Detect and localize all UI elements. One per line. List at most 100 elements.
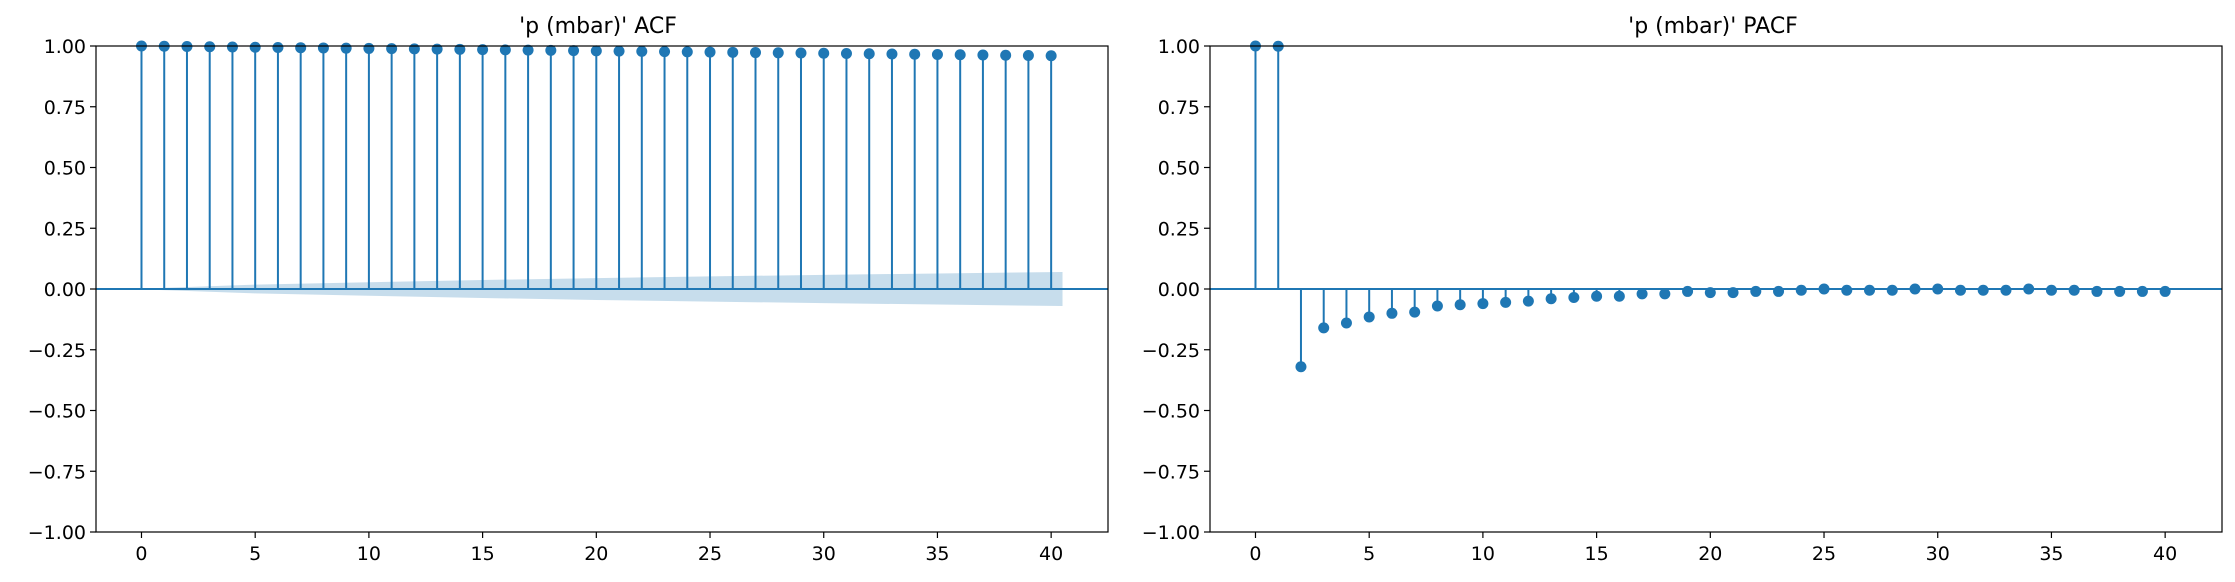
acf-marker-10 <box>363 42 375 54</box>
acf-xtick-label-10: 10 <box>357 543 381 565</box>
acf-marker-11 <box>386 43 398 55</box>
acf-xtick-label-30: 30 <box>812 543 836 565</box>
acf-marker-5 <box>249 41 261 53</box>
acf-marker-38 <box>1000 49 1012 61</box>
pacf-marker-40 <box>2159 285 2171 297</box>
acf-ytick-label-4: 0.00 <box>44 279 86 301</box>
pacf-marker-11 <box>1500 296 1512 308</box>
acf-title: 'p (mbar)' ACF <box>519 14 677 39</box>
pacf-xtick-label-20: 20 <box>1698 543 1722 565</box>
acf-xtick-label-40: 40 <box>1039 543 1063 565</box>
acf-marker-27 <box>750 47 762 59</box>
pacf-marker-5 <box>1363 311 1375 323</box>
acf-marker-37 <box>977 49 989 61</box>
pacf-panel: 'p (mbar)' PACF 0 5 10 15 20 25 30 35 40 −1.00 −0.… <box>1142 14 2223 565</box>
acf-ytick-label-5: 0.25 <box>44 218 86 240</box>
pacf-marker-6 <box>1386 307 1398 319</box>
acf-marker-14 <box>454 43 466 55</box>
acf-marker-20 <box>590 45 602 57</box>
acf-marker-9 <box>340 42 352 54</box>
acf-marker-8 <box>317 42 329 54</box>
pacf-marker-18 <box>1659 288 1671 300</box>
acf-marker-26 <box>727 46 739 58</box>
pacf-ytick-label-4: 0.00 <box>1158 279 1200 301</box>
acf-marker-24 <box>681 46 693 58</box>
pacf-marker-32 <box>1977 284 1989 296</box>
pacf-marker-8 <box>1431 300 1443 312</box>
acf-ytick-label-3: −0.25 <box>28 340 86 362</box>
acf-ytick-label-1: −0.75 <box>28 461 86 483</box>
pacf-marker-31 <box>1954 284 1966 296</box>
acf-marker-23 <box>659 46 671 58</box>
pacf-marker-26 <box>1841 284 1853 296</box>
pacf-marker-23 <box>1773 285 1785 297</box>
pacf-marker-35 <box>2045 284 2057 296</box>
pacf-marker-4 <box>1340 317 1352 329</box>
pacf-marker-10 <box>1477 298 1489 310</box>
pacf-marker-28 <box>1886 284 1898 296</box>
pacf-xtick-label-5: 5 <box>1363 543 1375 565</box>
pacf-ytick-label-8: 1.00 <box>1158 36 1200 58</box>
pacf-marker-12 <box>1522 295 1534 307</box>
acf-marker-15 <box>477 44 489 56</box>
acf-marker-28 <box>772 47 784 59</box>
acf-ytick-label-6: 0.50 <box>44 158 86 180</box>
acf-ytick-label-2: −0.50 <box>28 401 86 423</box>
pacf-xtick-label-25: 25 <box>1812 543 1836 565</box>
acf-marker-12 <box>408 43 420 55</box>
acf-marker-19 <box>568 45 580 57</box>
acf-marker-17 <box>522 44 534 56</box>
pacf-marker-19 <box>1682 285 1694 297</box>
pacf-marker-38 <box>2114 285 2126 297</box>
acf-xtick-label-35: 35 <box>925 543 949 565</box>
acf-marker-21 <box>613 45 625 57</box>
pacf-marker-22 <box>1750 285 1762 297</box>
acf-marker-40 <box>1045 50 1057 62</box>
acf-xtick-label-5: 5 <box>249 543 261 565</box>
acf-ytick-label-8: 1.00 <box>44 36 86 58</box>
pacf-marker-27 <box>1864 284 1876 296</box>
pacf-marker-33 <box>2000 284 2012 296</box>
pacf-xtick-label-0: 0 <box>1249 543 1261 565</box>
pacf-xtick-label-30: 30 <box>1926 543 1950 565</box>
pacf-marker-24 <box>1795 284 1807 296</box>
pacf-title: 'p (mbar)' PACF <box>1628 14 1798 39</box>
pacf-xtick-label-10: 10 <box>1471 543 1495 565</box>
acf-marker-13 <box>431 43 443 55</box>
pacf-marker-15 <box>1591 290 1603 302</box>
pacf-marker-14 <box>1568 292 1580 304</box>
pacf-ytick-label-2: −0.50 <box>1142 401 1200 423</box>
acf-marker-39 <box>1022 49 1034 61</box>
pacf-marker-36 <box>2068 284 2080 296</box>
pacf-ytick-label-1: −0.75 <box>1142 461 1200 483</box>
pacf-ytick-label-0: −1.00 <box>1142 522 1200 544</box>
acf-marker-30 <box>818 47 830 59</box>
pacf-marker-2 <box>1295 361 1307 373</box>
pacf-marker-17 <box>1636 288 1648 300</box>
acf-xtick-label-15: 15 <box>471 543 495 565</box>
acf-marker-7 <box>295 42 307 54</box>
acf-marker-33 <box>886 48 898 60</box>
acf-marker-3 <box>204 41 216 53</box>
acf-xtick-label-20: 20 <box>584 543 608 565</box>
pacf-marker-37 <box>2091 285 2103 297</box>
pacf-ytick-label-5: 0.25 <box>1158 218 1200 240</box>
acf-marker-32 <box>863 48 875 60</box>
pacf-marker-9 <box>1454 299 1466 311</box>
acf-ytick-label-0: −1.00 <box>28 522 86 544</box>
pacf-marker-7 <box>1409 306 1421 318</box>
pacf-xtick-label-35: 35 <box>2039 543 2063 565</box>
pacf-xtick-label-15: 15 <box>1585 543 1609 565</box>
acf-marker-29 <box>795 47 807 59</box>
pacf-marker-16 <box>1613 290 1625 302</box>
acf-ytick-label-7: 0.75 <box>44 97 86 119</box>
acf-marker-34 <box>909 48 921 60</box>
acf-panel: 'p (mbar)' ACF 0 5 10 15 20 25 30 35 40 −1.00 −0.7… <box>28 14 1109 565</box>
pacf-marker-3 <box>1318 322 1330 334</box>
pacf-ytick-label-3: −0.25 <box>1142 340 1200 362</box>
acf-marker-36 <box>954 49 966 61</box>
acf-marker-35 <box>931 49 943 61</box>
acf-marker-25 <box>704 46 716 58</box>
pacf-xtick-label-40: 40 <box>2153 543 2177 565</box>
